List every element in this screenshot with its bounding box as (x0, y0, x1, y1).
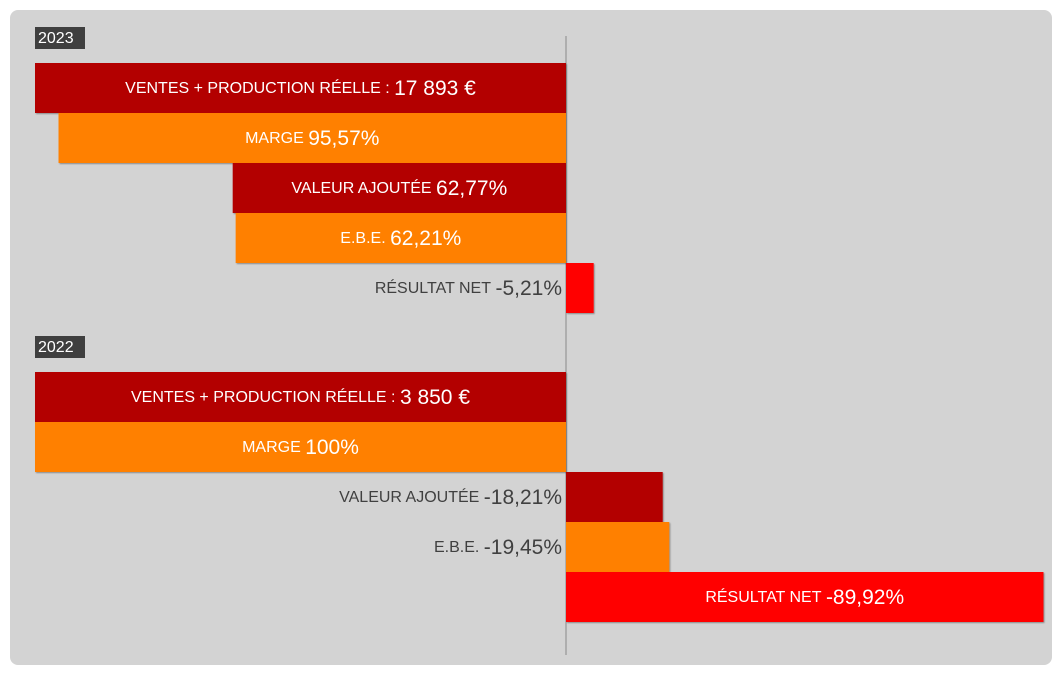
bar (235, 213, 566, 263)
bar-label: E.B.E. -19,45% (434, 536, 562, 559)
item-name: MARGE (242, 439, 301, 456)
item-name: VENTES + PRODUCTION RÉELLE : (125, 78, 390, 97)
item-name: E.B.E. (340, 230, 385, 247)
year-badge (35, 27, 85, 49)
item-value: -18,21% (484, 486, 562, 509)
item-name: VENTES + PRODUCTION RÉELLE : (131, 387, 396, 406)
item-value: 95,57% (308, 127, 379, 150)
bar (35, 422, 566, 472)
item-value: 3 850 € (400, 386, 470, 409)
bar-label: MARGE 100% (242, 436, 359, 459)
item-name: RÉSULTAT NET (375, 278, 491, 297)
bar (58, 113, 566, 163)
item-value: -89,92% (826, 586, 904, 609)
year-label: 2023 (38, 30, 74, 47)
bar (566, 472, 663, 522)
bar (232, 163, 567, 213)
bar-label: RÉSULTAT NET -89,92% (705, 586, 904, 609)
item-name: VALEUR AJOUTÉE (291, 178, 431, 197)
year-badge (35, 336, 85, 358)
bar-label: VENTES + PRODUCTION RÉELLE : 3 850 € (131, 386, 470, 409)
item-value: -19,45% (484, 536, 562, 559)
bar-label: MARGE 95,57% (245, 127, 379, 150)
bar-label: VALEUR AJOUTÉE 62,77% (291, 177, 507, 200)
bar (566, 572, 1044, 622)
bar-label: VALEUR AJOUTÉE -18,21% (339, 486, 562, 509)
item-name: RÉSULTAT NET (705, 587, 821, 606)
item-value: 17 893 € (394, 77, 476, 100)
item-value: 62,21% (390, 227, 461, 250)
item-value: 100% (305, 436, 359, 459)
bar (35, 372, 566, 422)
bar-label: VENTES + PRODUCTION RÉELLE : 17 893 € (125, 77, 476, 100)
bar-label: E.B.E. 62,21% (340, 227, 461, 250)
bar (35, 63, 566, 113)
item-name: VALEUR AJOUTÉE (339, 487, 479, 506)
bar (566, 263, 594, 313)
item-value: 62,77% (436, 177, 507, 200)
bar-label: RÉSULTAT NET -5,21% (375, 277, 562, 300)
year-label: 2022 (38, 339, 74, 356)
item-name: E.B.E. (434, 539, 479, 556)
item-value: -5,21% (495, 277, 562, 300)
bar (566, 522, 670, 572)
item-name: MARGE (245, 130, 304, 147)
